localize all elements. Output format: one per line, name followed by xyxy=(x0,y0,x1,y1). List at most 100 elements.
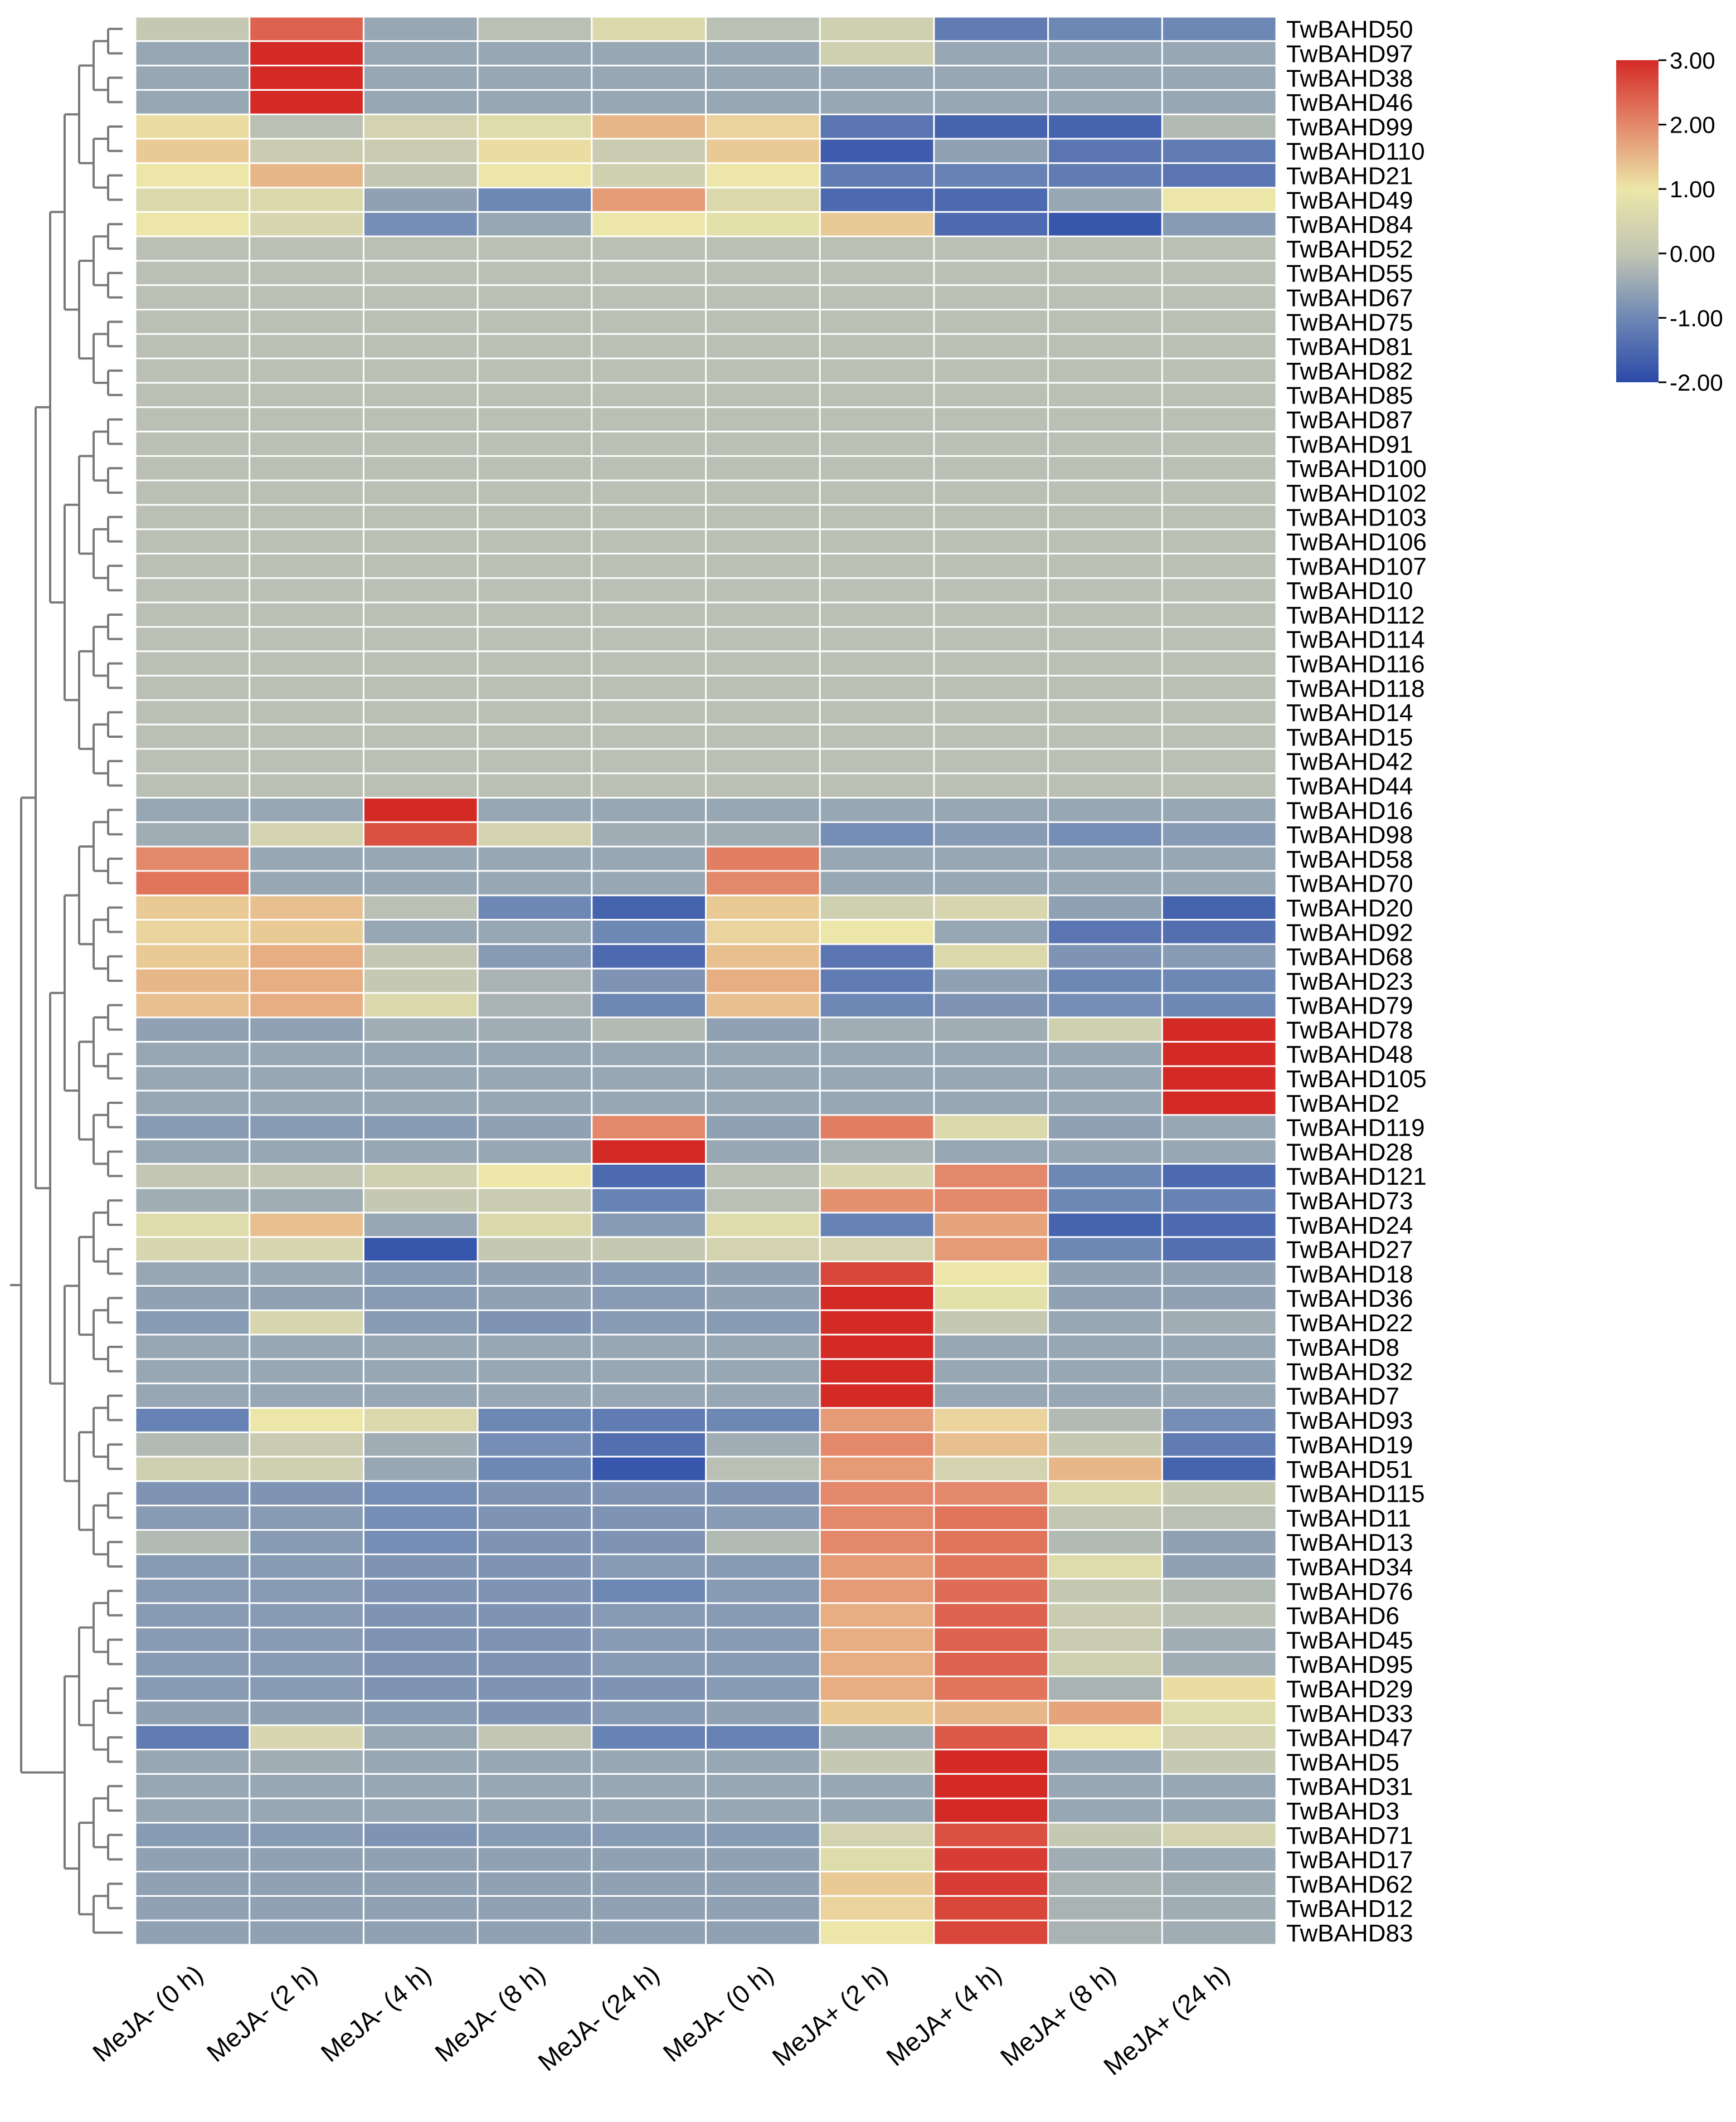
heatmap-cell xyxy=(249,187,364,212)
heatmap-cell xyxy=(135,382,250,407)
heatmap-cell xyxy=(706,1920,820,1945)
heatmap-cell xyxy=(249,407,364,432)
heatmap-cell xyxy=(820,41,934,66)
heatmap-cell xyxy=(706,1871,820,1896)
heatmap-cell xyxy=(135,651,250,676)
heatmap-cell xyxy=(591,1091,706,1115)
heatmap-cell xyxy=(1162,919,1276,945)
heatmap-cell xyxy=(1048,1383,1163,1408)
heatmap-cell xyxy=(363,1725,478,1750)
heatmap-cell xyxy=(591,1505,706,1530)
heatmap-cell xyxy=(1162,1871,1276,1896)
heatmap-cell xyxy=(478,65,592,90)
row-label: TwBAHD51 xyxy=(1286,1456,1413,1483)
heatmap-cell xyxy=(706,90,820,115)
heatmap-cell xyxy=(363,1896,478,1921)
heatmap-cell xyxy=(591,163,706,188)
heatmap-cell xyxy=(933,529,1048,554)
heatmap-cell xyxy=(363,1237,478,1262)
heatmap-cell xyxy=(135,1091,250,1115)
heatmap-cell xyxy=(933,65,1048,90)
heatmap-cell xyxy=(135,358,250,383)
heatmap-cell xyxy=(249,285,364,310)
heatmap-cell xyxy=(135,1530,250,1555)
heatmap-cell xyxy=(1048,1310,1163,1335)
heatmap-cell xyxy=(249,1920,364,1945)
heatmap-cell xyxy=(933,236,1048,261)
heatmap-cell xyxy=(1048,1847,1163,1872)
heatmap-cells xyxy=(135,17,1276,1945)
heatmap-cell xyxy=(135,797,250,822)
heatmap-cell xyxy=(706,1213,820,1237)
heatmap-cell xyxy=(591,797,706,822)
heatmap-cell xyxy=(933,748,1048,773)
heatmap-cell xyxy=(135,1554,250,1579)
legend-tick-label: 3.00 xyxy=(1670,47,1715,74)
heatmap-cell xyxy=(820,1847,934,1872)
heatmap-cell xyxy=(591,1725,706,1750)
heatmap-cell xyxy=(478,822,592,847)
heatmap-cell xyxy=(820,944,934,969)
row-label: TwBAHD44 xyxy=(1286,772,1413,800)
heatmap-cell xyxy=(591,456,706,481)
heatmap-cell xyxy=(933,553,1048,578)
heatmap-cell xyxy=(249,529,364,554)
heatmap-cell xyxy=(706,1847,820,1872)
heatmap-cell xyxy=(1048,748,1163,773)
heatmap-cell xyxy=(933,334,1048,359)
heatmap-cell xyxy=(591,480,706,505)
row-label: TwBAHD52 xyxy=(1286,236,1413,263)
heatmap-cell xyxy=(135,1408,250,1433)
heatmap-cell xyxy=(820,1774,934,1799)
heatmap-cell xyxy=(135,724,250,749)
heatmap-cell xyxy=(478,1676,592,1701)
heatmap-cell xyxy=(249,236,364,261)
heatmap-cell xyxy=(820,236,934,261)
heatmap-cell xyxy=(478,1383,592,1408)
heatmap-cell xyxy=(363,1457,478,1481)
heatmap-cell xyxy=(933,17,1048,41)
heatmap-cell xyxy=(706,1749,820,1774)
row-label: TwBAHD106 xyxy=(1286,528,1427,556)
heatmap-cell xyxy=(363,456,478,481)
heatmap-cell xyxy=(1162,724,1276,749)
heatmap-cell xyxy=(363,212,478,237)
heatmap-cell xyxy=(478,1164,592,1189)
heatmap-cell xyxy=(1162,602,1276,627)
heatmap-cell xyxy=(933,1408,1048,1433)
heatmap-cell xyxy=(591,1774,706,1799)
row-label: TwBAHD14 xyxy=(1286,699,1413,727)
heatmap-cell xyxy=(478,846,592,871)
heatmap-cell xyxy=(706,1798,820,1823)
heatmap-cell xyxy=(1162,480,1276,505)
heatmap-cell xyxy=(249,1432,364,1457)
heatmap-cell xyxy=(591,114,706,139)
heatmap-cell xyxy=(135,334,250,359)
heatmap-cell xyxy=(820,1261,934,1286)
heatmap-cell xyxy=(249,1505,364,1530)
heatmap-cell xyxy=(249,1188,364,1213)
heatmap-cell xyxy=(706,1896,820,1921)
heatmap-cell xyxy=(363,407,478,432)
heatmap-cell xyxy=(1162,65,1276,90)
row-label: TwBAHD8 xyxy=(1286,1334,1399,1361)
heatmap-cell xyxy=(478,41,592,66)
heatmap-cell xyxy=(933,1164,1048,1189)
heatmap-cell xyxy=(1048,1164,1163,1189)
heatmap-cell xyxy=(363,1530,478,1555)
heatmap-cell xyxy=(820,1188,934,1213)
heatmap-cell xyxy=(591,1457,706,1481)
heatmap-cell xyxy=(1162,1652,1276,1677)
heatmap-cell xyxy=(591,1017,706,1042)
heatmap-cell xyxy=(706,260,820,285)
row-label: TwBAHD15 xyxy=(1286,724,1413,751)
heatmap-cell xyxy=(933,1139,1048,1164)
heatmap-cell xyxy=(249,1213,364,1237)
heatmap-cell xyxy=(820,1114,934,1140)
heatmap-cell xyxy=(249,1237,364,1262)
heatmap-cell xyxy=(1048,163,1163,188)
heatmap-cell xyxy=(706,17,820,41)
heatmap-cell xyxy=(249,724,364,749)
heatmap-cell xyxy=(591,1359,706,1384)
heatmap-cell xyxy=(1048,578,1163,603)
